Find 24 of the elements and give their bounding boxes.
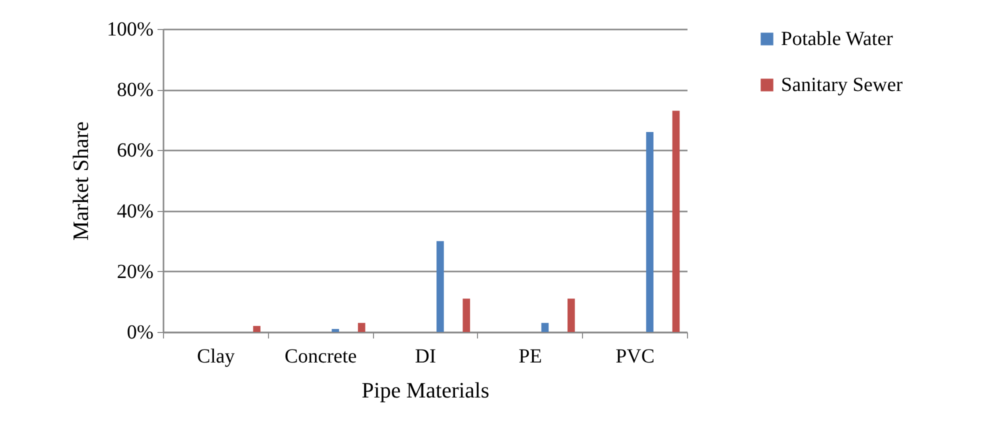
x-axis-title: Pipe Materials [362,378,490,402]
y-tick-label: 60% [116,140,154,162]
y-axis-title: Market Share [68,121,93,241]
bar [358,322,366,332]
y-tick-label: 100% [106,18,154,40]
bar [646,132,654,332]
legend-label: Sanitary Sewer [781,74,903,96]
y-tick-label: 40% [116,200,154,222]
y-tick-label: 20% [116,260,154,283]
bar [672,110,680,332]
x-tick-label: PVC [616,346,655,368]
x-tick-label: Clay [197,346,235,368]
bar [253,326,260,332]
bar [462,298,470,332]
x-tick-label: DI [414,346,436,368]
bar [568,298,575,332]
x-tick-label: PE [518,346,542,368]
y-tick-label: 0% [126,322,154,344]
bar [332,328,340,332]
legend-label: Potable Water [781,28,894,50]
x-tick-label: Concrete [284,346,357,368]
bar [541,322,549,332]
y-tick-label: 80% [116,79,154,102]
bar [436,241,444,332]
